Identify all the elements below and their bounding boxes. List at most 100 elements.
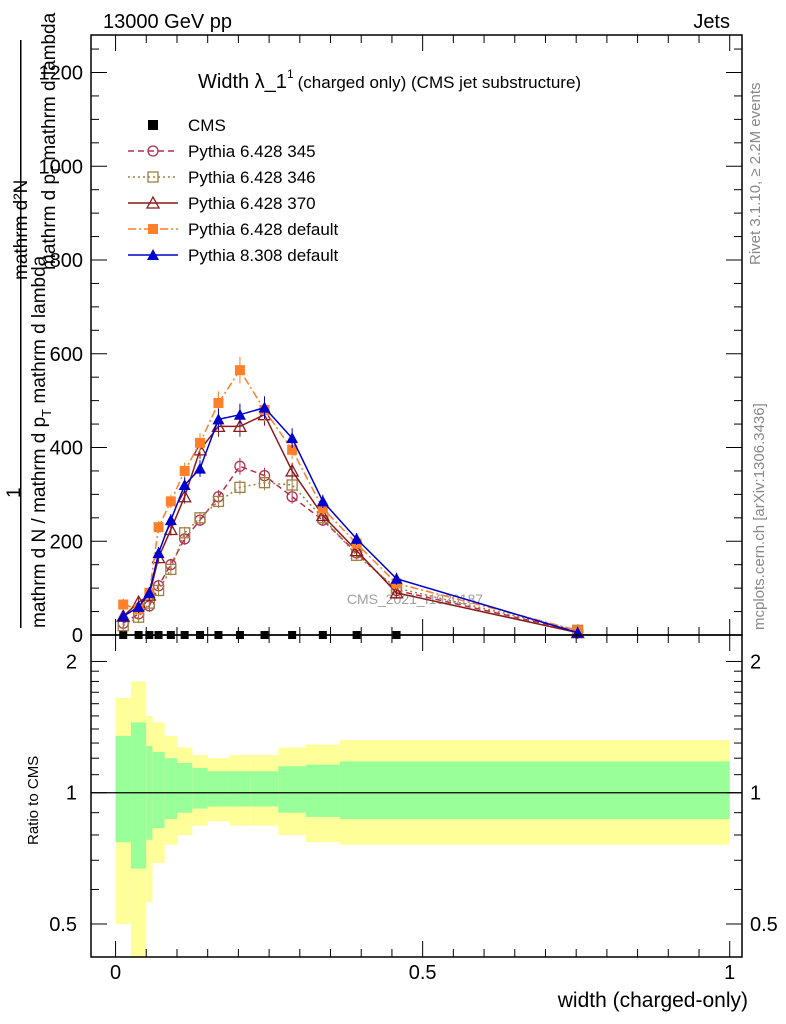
marker-open-square [147,171,159,183]
marker-square [153,522,164,533]
marker-open-circle [234,460,246,472]
stat-uncertainty-band [305,764,340,817]
y-tick-label: 0 [72,625,83,647]
stat-uncertainty-band [130,722,147,869]
stat-uncertainty-band [176,762,193,813]
energy-label: 13000 GeV pp [103,11,232,33]
marker-open-triangle [145,195,161,209]
legend-label: Pythia 8.308 default [188,246,339,265]
marker-triangle [164,514,177,526]
y-label-fraction-bar [20,40,22,628]
legend-item: CMS [148,116,226,135]
marker-triangle [212,413,225,425]
y-tick-label: 400 [50,438,83,460]
marker-open-triangle [349,543,364,557]
legend: CMS Pythia 6.428 345 Pythia 6.428 346 Pythi… [128,116,339,265]
marker-square [213,397,224,408]
legend-label: Pythia 6.428 default [188,220,339,239]
legend-label: CMS [188,116,226,135]
main-title-rest: (charged only) (CMS jet substructure) [298,73,581,92]
y-label-dlambda: mathrm d lambda [39,12,60,166]
x-tick-label: 0.5 [409,962,437,984]
series-line [122,481,578,632]
stat-uncertainty-band [373,761,730,820]
legend-item: Pythia 6.428 370 [128,194,316,213]
legend-item: Pythia 8.308 default [128,246,339,265]
main-title-sup: 1 [287,67,294,81]
marker-square [317,503,328,514]
ratio-y-tick-label: 2 [66,651,77,673]
ratio-panel: 0 0.5 1 0.5 0.5 1 1 2 2 [49,634,778,984]
marker-square [234,365,245,376]
ratio-y-label: Ratio to CMS [25,756,42,845]
marker-triangle [132,600,145,612]
ratio-frame [90,634,743,958]
series-pythia-8-308-default [117,396,584,639]
marker-triangle [147,249,159,260]
marker-open-square [286,479,298,491]
x-tick-label: 1 [724,962,735,984]
ratio-y-tick-label: 0.5 [49,914,77,936]
marker-triangle [194,462,207,474]
rivet-version-label: Rivet 3.1.10, ≥ 2.2M events [747,83,764,266]
marker-open-triangle [285,463,300,477]
marker-open-triangle [389,585,404,599]
y-tick-label: 600 [50,344,83,366]
marker-triangle [258,401,271,413]
stat-uncertainty-band [115,735,131,843]
marker-open-square [234,481,246,493]
marker-square [195,437,206,448]
stat-uncertainty-band [152,751,165,829]
ratio-y-tick-label-right: 0.5 [750,914,778,936]
marker-open-circle [147,145,159,157]
process-label: Jets [693,11,730,33]
y-label-dlambda-2: mathrm d lambda [29,255,50,409]
x-axis-label: width (charged-only) [557,989,748,1012]
y-tick-label: 1200 [39,63,84,85]
legend-label: Pythia 6.428 370 [188,194,316,213]
main-title-text: Width λ_1 [198,71,287,93]
marker-square [287,444,298,455]
stat-uncertainty-band [250,771,279,807]
y-label-dp: mathrm d p [39,174,60,270]
marker-square [179,465,190,476]
y-label-t-sub: T [49,166,64,174]
marker-triangle [316,495,329,507]
y-tick-label: 200 [50,531,83,553]
stat-uncertainty-band [229,771,251,807]
marker-open-square [194,512,206,524]
legend-label: Pythia 6.428 345 [188,142,316,161]
marker-triangle [117,610,130,622]
y-label-t-sub-2: T [39,409,54,417]
legend-item: Pythia 6.428 default [128,220,339,239]
stat-uncertainty-band [339,761,374,820]
main-title: Width λ_11 (charged only) (CMS jet substr… [198,67,581,93]
y-label-bottom-denominator: mathrm d N / mathrm d pT mathrm d lambda [29,255,54,628]
marker-triangle [286,432,299,444]
marker-triangle [390,572,403,584]
main-panel: 0 200 400 600 800 1000 1200 [39,34,743,647]
marker-square [148,120,158,130]
y-label-one: 1 [4,487,25,498]
stat-uncertainty-band [192,767,208,809]
ratio-y-tick-label-right: 1 [750,783,761,805]
marker-open-square [165,563,177,576]
y-tick-label: 1000 [39,156,84,178]
marker-square [148,224,158,234]
y-axis-label: mathrm d²N mathrm d pT mathrm d lambda 1… [4,12,64,628]
x-tick-label: 0 [110,962,121,984]
marker-open-triangle [232,419,248,433]
marker-open-triangle [177,489,192,503]
marker-open-square [179,527,191,539]
marker-triangle [350,532,363,544]
marker-open-triangle [315,508,330,522]
legend-item: Pythia 6.428 346 [128,168,316,187]
marker-open-square [258,477,271,489]
mcplots-label: mcplots.cern.ch [arXiv:1306.3436] [751,403,768,630]
y-label-dn-dp: mathrm d N / mathrm d p [29,417,50,628]
stat-uncertainty-band [278,766,306,813]
y-label-top-denominator: mathrm d pT mathrm d lambda [39,12,64,270]
marker-open-square [212,495,225,508]
stat-uncertainty-band [207,771,230,807]
